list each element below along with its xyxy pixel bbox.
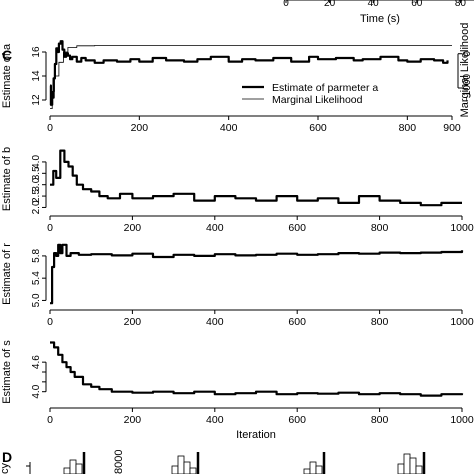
legend-entry: Marginal Likelihood	[272, 94, 363, 106]
x-tick-label: 0	[47, 222, 53, 234]
x-tick-label: 200	[124, 222, 142, 234]
x-tick-label: 1000	[450, 316, 474, 328]
top-strip: 020406080100 Time (s)	[283, 0, 474, 25]
y-tick-label: 2.5	[31, 189, 42, 203]
histogram-bar	[403, 453, 411, 474]
series-line-estimate	[49, 40, 449, 106]
x-tick-label: 200	[124, 316, 142, 328]
x-tick-label: 400	[206, 222, 224, 234]
histogram-bar	[189, 467, 197, 474]
y-tick-label: 16	[31, 46, 42, 58]
x-tick-label: 900	[443, 122, 461, 134]
top-strip-xlabel: Time (s)	[360, 13, 400, 25]
histogram-bar	[69, 459, 77, 474]
x-tick-label: 600	[288, 414, 306, 426]
x-tick-label: 1000	[450, 222, 474, 234]
y-axis-label: Estimate of b	[1, 147, 13, 211]
histogram-bar	[315, 465, 323, 474]
panel-label-c: C	[2, 47, 12, 63]
histogram-bar	[63, 467, 71, 474]
x-tick-label: 200	[131, 122, 149, 134]
y-tick-label: 3.0	[31, 177, 42, 191]
histogram-y-tick: 8000	[113, 450, 125, 474]
histogram-bar	[177, 455, 185, 474]
y-axis-label: Estimate of a	[1, 43, 13, 108]
y2-tick-label: −1000	[462, 74, 473, 103]
x-tick-label: 400	[206, 414, 224, 426]
x-tick-label: 800	[371, 316, 389, 328]
series-line-estimate	[50, 243, 464, 305]
top-strip-tick-label: 20	[324, 0, 336, 9]
histogram-bar	[415, 465, 423, 474]
top-strip-ticks: 020406080100	[283, 0, 467, 9]
histogram-side-text: cy	[0, 463, 11, 474]
top-strip-tick-label: 60	[411, 0, 423, 9]
x-tick-label: 0	[47, 122, 53, 134]
histogram-bar	[75, 463, 83, 474]
y2-axis-label: Marginal Likelihood	[459, 23, 471, 118]
histogram-bar	[309, 461, 317, 474]
histogram-bar	[397, 463, 405, 474]
y2-tick-label: 0	[462, 50, 473, 56]
y-tick-label: 14	[31, 70, 42, 82]
x-tick-label: 800	[371, 222, 389, 234]
x-tick-label: 600	[309, 122, 327, 134]
panel-estimate-s: 0 200 400 600 800 1000 4.0 4.6 Estimate of s Iter…	[1, 340, 474, 441]
y-axis-label: Estimate of r	[1, 243, 13, 305]
y-tick-label: 4.0	[31, 155, 42, 169]
top-strip-tick-label: 0	[283, 0, 289, 9]
y-tick-label: 5.8	[31, 249, 42, 263]
panel-estimate-r: 0 200 400 600 800 1000 5.0 5.4 5.8 Estimate of r	[1, 243, 474, 328]
x-tick-label: 600	[288, 222, 306, 234]
x-tick-label: 0	[47, 414, 53, 426]
series-line-estimate	[50, 341, 464, 397]
histogram-bar	[183, 461, 191, 474]
x-tick-label: 200	[124, 414, 142, 426]
panel-label-d: D	[2, 449, 12, 465]
x-tick-label: 400	[206, 316, 224, 328]
y-tick-label: 12	[31, 94, 42, 106]
x-tick-label: 800	[399, 122, 417, 134]
y-tick-label: 2.0	[31, 200, 42, 214]
legend-entry: Estimate of parmeter a	[272, 82, 378, 94]
x-tick-label: 600	[288, 316, 306, 328]
y-tick-label: 3.5	[31, 166, 42, 180]
x-tick-label: 1000	[450, 414, 474, 426]
series-line-marginal-likelihood	[50, 45, 452, 109]
x-tick-label: 0	[47, 316, 53, 328]
y-axis-label: Estimate of s	[1, 340, 13, 404]
x-tick-label: 400	[220, 122, 238, 134]
histogram-bar	[303, 468, 311, 474]
x-tick-label: 800	[371, 414, 389, 426]
y-tick-label: 5.0	[31, 293, 42, 307]
panel-estimate-a: 0 200 400 600 800 900 12 14 16 Estimate of a 0 −100…	[1, 23, 473, 134]
x-axis-label: Iteration	[236, 429, 276, 441]
panel-estimate-b: 0 200 400 600 800 1000 2.02.53.03.54.0 Estimate…	[1, 147, 474, 234]
histogram-bar	[409, 457, 417, 474]
top-strip-tick-label: 80	[455, 0, 467, 9]
y-tick-label: 4.6	[31, 355, 42, 369]
y-tick-label: 4.0	[31, 384, 42, 398]
y-tick-label: 5.4	[31, 271, 42, 285]
top-strip-tick-label: 40	[368, 0, 380, 9]
histogram-bar	[171, 465, 179, 474]
histogram-fragments	[26, 452, 426, 474]
series-line-estimate	[50, 149, 462, 207]
